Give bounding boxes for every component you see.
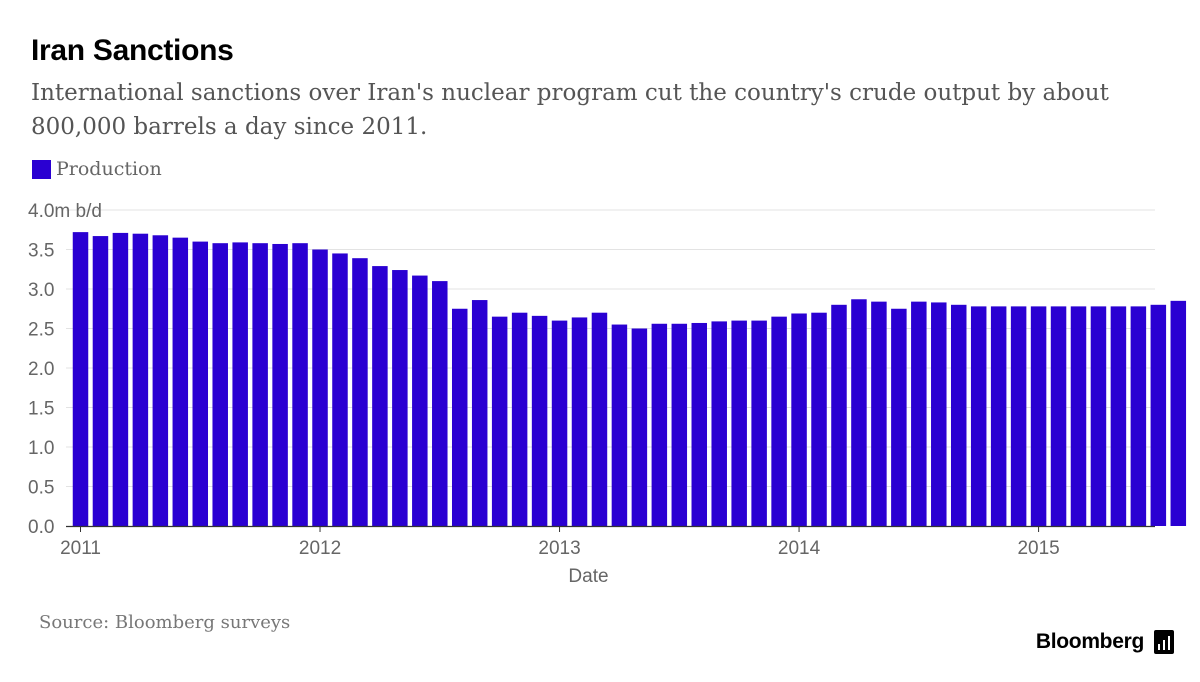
bar-chart: 0.00.51.01.52.02.53.03.54.0m b/d 2011 201… bbox=[28, 201, 1187, 587]
bar bbox=[751, 320, 767, 526]
bar bbox=[551, 320, 568, 526]
bar bbox=[931, 302, 947, 526]
bar bbox=[232, 242, 248, 526]
bar bbox=[412, 275, 428, 526]
bar bbox=[811, 312, 827, 526]
bar bbox=[611, 324, 628, 526]
bar bbox=[791, 313, 807, 526]
x-tick-label: 2013 bbox=[538, 538, 580, 559]
bar bbox=[252, 243, 268, 526]
bar bbox=[691, 322, 708, 526]
bar bbox=[152, 235, 169, 526]
source-note: Source: Bloomberg surveys bbox=[39, 612, 291, 633]
x-tick-label: 2011 bbox=[60, 538, 101, 559]
bar bbox=[392, 270, 408, 526]
y-tick-label: 1.5 bbox=[28, 399, 54, 420]
bar bbox=[651, 323, 668, 526]
x-axis-title: Date bbox=[568, 566, 608, 587]
legend-swatch bbox=[32, 159, 51, 179]
bars bbox=[72, 232, 1187, 526]
x-tick-label: 2014 bbox=[778, 538, 821, 559]
y-tick-label: 3.5 bbox=[28, 241, 54, 262]
bar bbox=[432, 281, 448, 526]
bar bbox=[671, 323, 688, 526]
bar bbox=[1030, 306, 1047, 526]
bar bbox=[471, 300, 488, 526]
bar bbox=[192, 241, 209, 526]
bar bbox=[1090, 306, 1107, 526]
bar bbox=[372, 266, 388, 526]
y-tick-label: 0.5 bbox=[28, 478, 54, 499]
bar bbox=[571, 317, 588, 526]
bar bbox=[631, 328, 648, 526]
bloomberg-terminal-icon bbox=[1154, 630, 1174, 654]
brand-logo: Bloomberg bbox=[1036, 630, 1174, 654]
bar bbox=[212, 243, 228, 526]
bar bbox=[891, 308, 907, 526]
bar bbox=[990, 306, 1007, 526]
bar bbox=[332, 253, 348, 526]
bar bbox=[1130, 306, 1147, 526]
bar bbox=[871, 301, 887, 526]
bar bbox=[911, 301, 927, 526]
y-tick-label: 3.0 bbox=[28, 280, 54, 301]
bar bbox=[591, 312, 608, 526]
x-tick-label: 2015 bbox=[1017, 538, 1059, 559]
y-tick-labels: 0.0 0.5 1.0 1.5 2.0 2.5 3.0 3.5 4.0m b/d bbox=[28, 201, 102, 538]
bar bbox=[711, 321, 727, 526]
bar bbox=[272, 243, 288, 526]
axes bbox=[66, 525, 1155, 532]
y-tick-label: 4.0m b/d bbox=[28, 201, 102, 222]
bar bbox=[1170, 300, 1187, 526]
bar bbox=[491, 316, 508, 526]
bar bbox=[731, 320, 747, 526]
bar bbox=[1010, 306, 1027, 526]
y-tick-label: 0.0 bbox=[28, 517, 54, 538]
legend-label: Production bbox=[56, 158, 162, 180]
bar bbox=[1050, 306, 1067, 526]
bar bbox=[1110, 306, 1127, 526]
y-tick-label: 2.5 bbox=[28, 320, 54, 341]
y-tick-label: 1.0 bbox=[28, 438, 54, 459]
x-tick-labels: 2011 2012 2013 2014 2015 bbox=[60, 538, 1060, 559]
bar bbox=[132, 233, 149, 526]
bar bbox=[292, 243, 308, 526]
y-tick-label: 2.0 bbox=[28, 359, 54, 380]
x-tick-label: 2012 bbox=[299, 538, 341, 559]
chart-title: Iran Sanctions bbox=[31, 34, 234, 67]
bar bbox=[1150, 304, 1167, 526]
bar bbox=[531, 315, 548, 526]
bar bbox=[72, 232, 89, 526]
bar bbox=[831, 304, 847, 526]
bar bbox=[950, 304, 967, 526]
bar bbox=[1070, 306, 1087, 526]
bar bbox=[172, 237, 189, 526]
bar bbox=[112, 232, 129, 526]
bar bbox=[312, 249, 328, 526]
legend: Production bbox=[32, 158, 162, 180]
chart-subtitle: International sanctions over Iran's nucl… bbox=[31, 80, 1109, 140]
brand-name: Bloomberg bbox=[1035, 630, 1144, 653]
bar bbox=[92, 236, 109, 526]
bar bbox=[352, 258, 368, 526]
bar bbox=[851, 299, 867, 526]
bar bbox=[451, 308, 468, 526]
bar bbox=[771, 316, 787, 526]
bar bbox=[970, 306, 987, 526]
bar bbox=[511, 312, 528, 526]
